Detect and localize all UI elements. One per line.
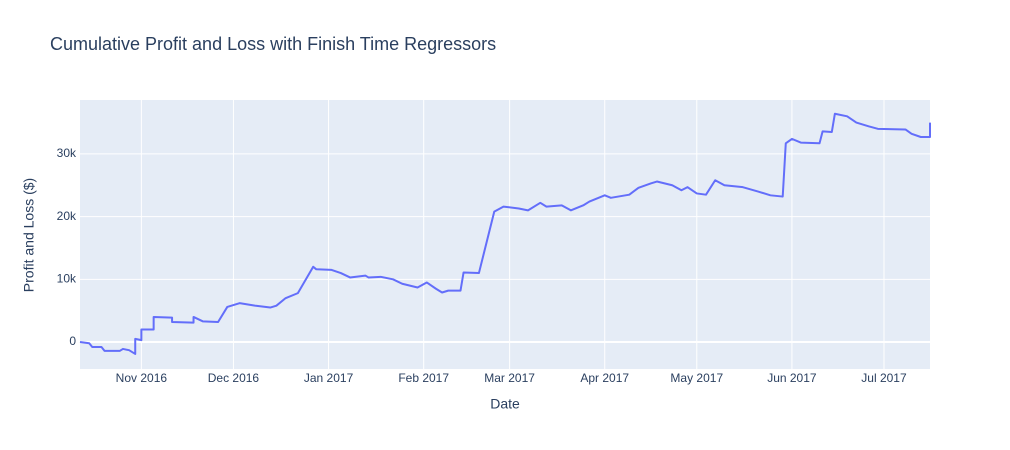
x-tick-label: Nov 2016 [116, 371, 168, 385]
x-tick-label: Apr 2017 [580, 371, 629, 385]
x-axis-title: Date [490, 396, 520, 412]
x-tick-label: Jul 2017 [861, 371, 907, 385]
y-tick-label: 30k [57, 146, 77, 160]
plot-area [80, 100, 930, 369]
x-tick-label: Jun 2017 [767, 371, 817, 385]
chart-title: Cumulative Profit and Loss with Finish T… [50, 34, 496, 54]
y-tick-label: 0 [69, 334, 76, 348]
x-tick-label: Mar 2017 [484, 371, 535, 385]
x-tick-label: Dec 2016 [208, 371, 260, 385]
y-tick-label: 20k [57, 209, 77, 223]
y-axis-title: Profit and Loss ($) [21, 178, 37, 292]
x-tick-label: Feb 2017 [398, 371, 449, 385]
x-tick-label: Jan 2017 [304, 371, 354, 385]
line [79, 112, 931, 355]
x-tick-label: May 2017 [670, 371, 723, 385]
y-tick-label: 10k [57, 272, 77, 286]
